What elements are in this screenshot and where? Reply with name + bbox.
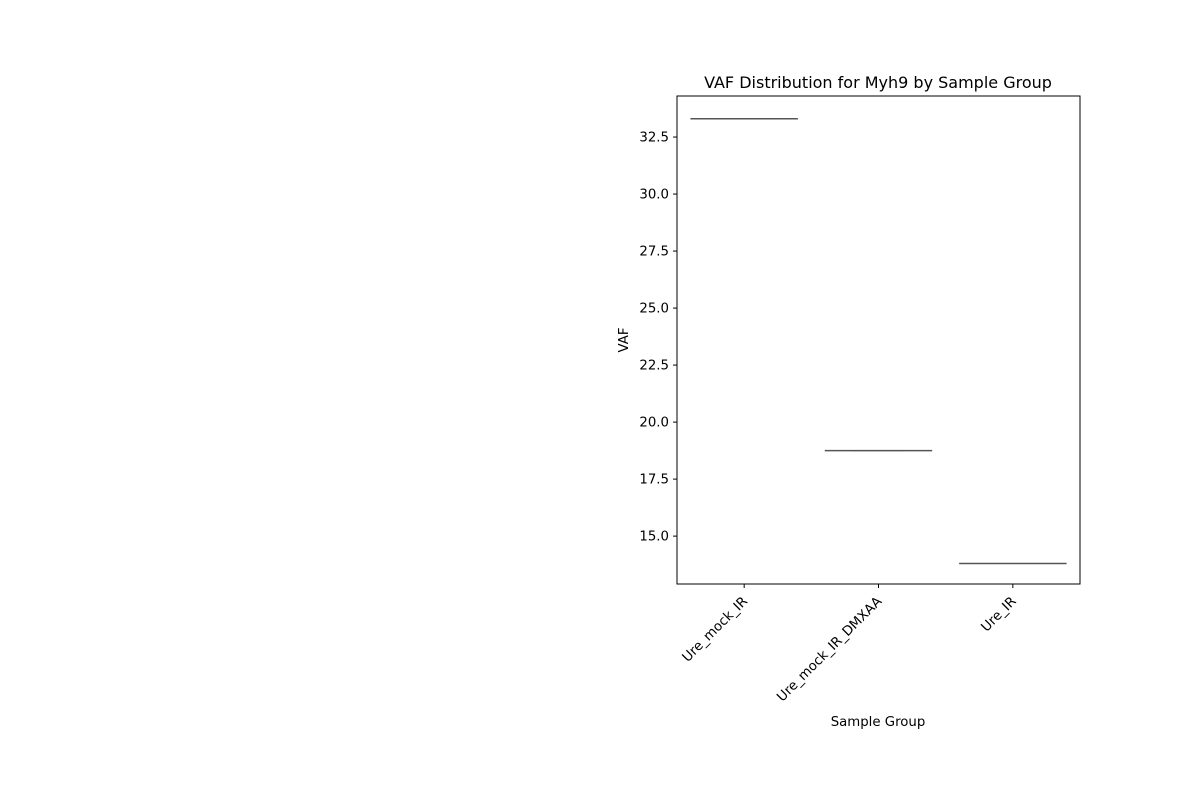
x-axis: Ure_mock_IR Ure_mock_IR_DMXAA Ure_IR: [680, 584, 1020, 705]
y-tick-label: 32.5: [639, 131, 669, 146]
y-tick-label: 15.0: [639, 530, 669, 545]
x-tick-label: Ure_IR: [979, 594, 1020, 635]
y-tick-label: 25.0: [639, 302, 669, 317]
y-tick-label: 22.5: [639, 359, 669, 374]
y-tick-label: 20.0: [639, 416, 669, 431]
y-tick-label: 17.5: [639, 473, 669, 488]
chart-title: VAF Distribution for Myh9 by Sample Grou…: [704, 73, 1052, 92]
x-axis-label: Sample Group: [831, 715, 926, 730]
plot-area-frame: [676, 95, 1081, 585]
x-tick-label: Ure_mock_IR_DMXAA: [775, 594, 886, 705]
plot-marks: [690, 118, 1067, 565]
x-tick-label: Ure_mock_IR: [680, 594, 751, 665]
y-axis: 15.0 17.5 20.0 22.5 25.0 27.5 30.0 32.5: [639, 131, 677, 545]
y-axis-label: VAF: [617, 328, 632, 353]
y-tick-label: 27.5: [639, 245, 669, 260]
y-tick-label: 30.0: [639, 188, 669, 203]
